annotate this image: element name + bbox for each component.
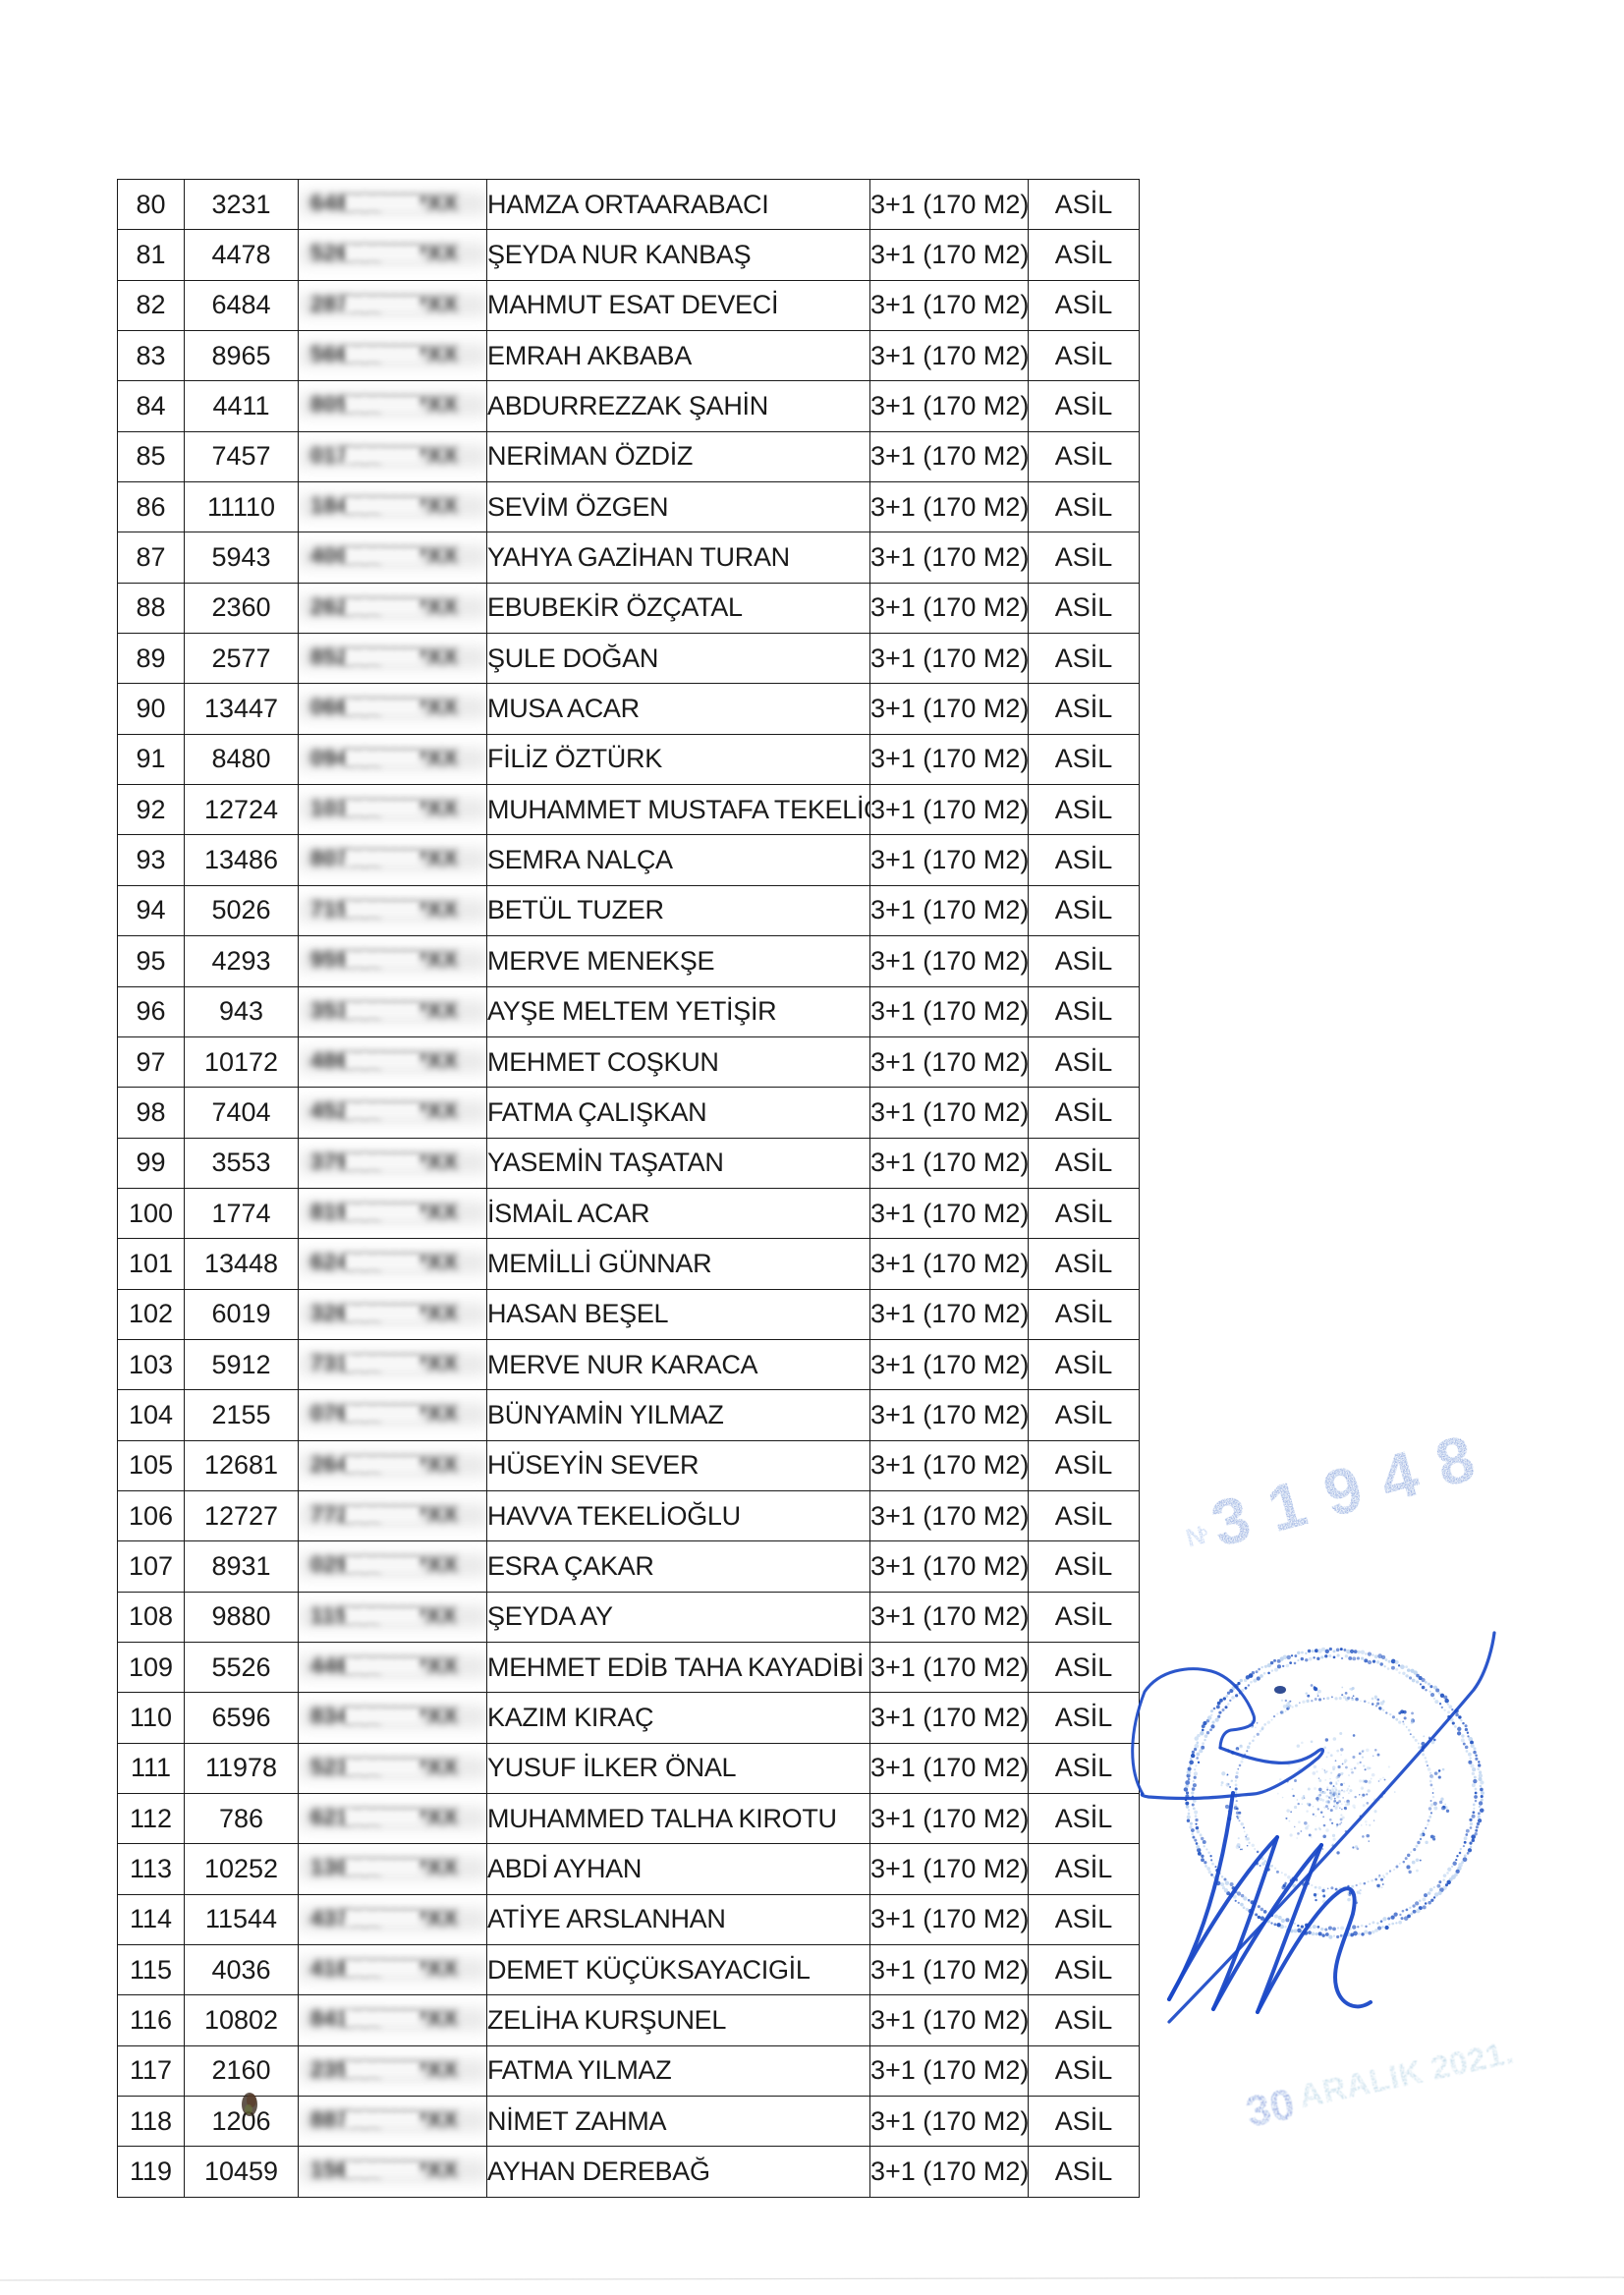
svg-text:30: 30: [1242, 2080, 1299, 2137]
svg-text:3 1 9 4 8: 3 1 9 4 8: [1204, 1421, 1484, 1561]
svg-text:ARALIK 2021.: ARALIK 2021.: [1296, 2034, 1517, 2114]
